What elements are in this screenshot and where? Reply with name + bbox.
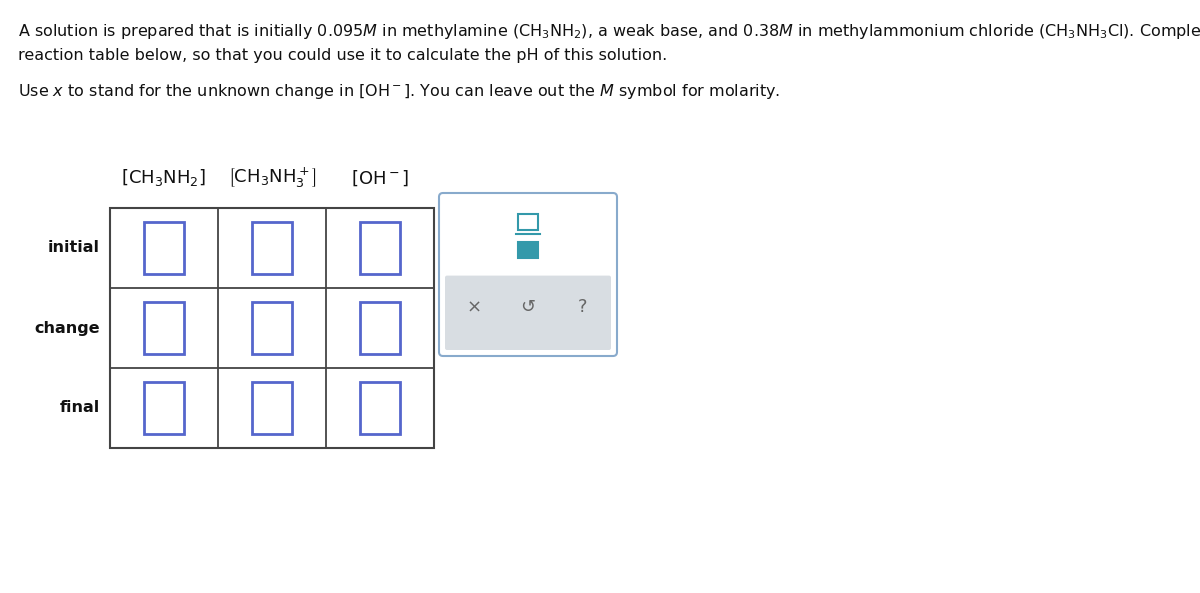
Bar bbox=[360, 222, 400, 274]
Bar bbox=[518, 213, 538, 229]
Bar bbox=[110, 208, 434, 448]
Text: $\left[\mathrm{CH_3NH_3^+}\right]$: $\left[\mathrm{CH_3NH_3^+}\right]$ bbox=[228, 166, 317, 190]
Text: ?: ? bbox=[577, 298, 587, 316]
Bar bbox=[360, 382, 400, 434]
FancyBboxPatch shape bbox=[439, 193, 617, 356]
Bar bbox=[144, 302, 184, 354]
Bar bbox=[144, 222, 184, 274]
FancyBboxPatch shape bbox=[445, 276, 611, 350]
Text: $\left[\mathrm{OH^-}\right]$: $\left[\mathrm{OH^-}\right]$ bbox=[350, 168, 409, 188]
Bar bbox=[518, 242, 538, 258]
Text: $\left[\mathrm{CH_3NH_2}\right]$: $\left[\mathrm{CH_3NH_2}\right]$ bbox=[121, 167, 206, 189]
Bar bbox=[252, 382, 292, 434]
Text: change: change bbox=[35, 320, 100, 336]
Text: ×: × bbox=[466, 298, 481, 316]
Bar bbox=[360, 302, 400, 354]
Text: initial: initial bbox=[48, 241, 100, 256]
Text: reaction table below, so that you could use it to calculate the pH of this solut: reaction table below, so that you could … bbox=[18, 48, 667, 63]
Text: Use $\mathit{x}$ to stand for the unknown change in $\left[\mathrm{OH}^-\right]$: Use $\mathit{x}$ to stand for the unknow… bbox=[18, 82, 780, 101]
Text: final: final bbox=[60, 400, 100, 416]
Bar bbox=[144, 382, 184, 434]
Text: A solution is prepared that is initially 0.095$\mathit{M}$ in methylamine $\left: A solution is prepared that is initially… bbox=[18, 22, 1200, 41]
Bar bbox=[252, 222, 292, 274]
Bar bbox=[252, 302, 292, 354]
Text: ↺: ↺ bbox=[521, 298, 535, 316]
